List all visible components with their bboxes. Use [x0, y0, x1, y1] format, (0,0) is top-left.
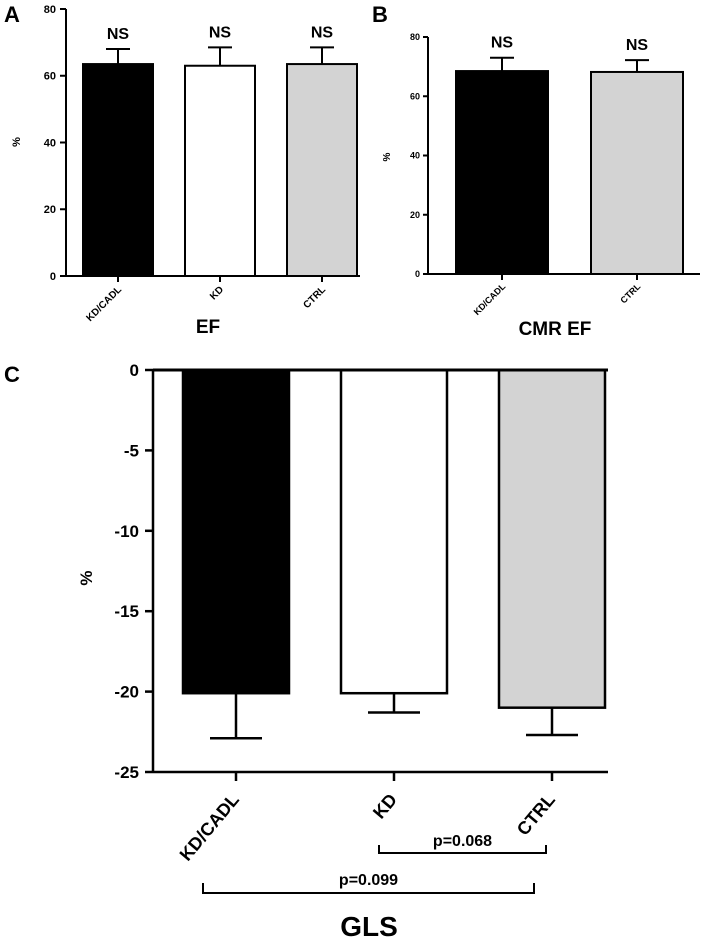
bracket-line	[202, 883, 535, 894]
panel-b-x-axis-title: CMR EF	[519, 319, 592, 340]
panel-c-y-tick-label: -5	[124, 441, 139, 460]
panel-c-y-tick-label: -15	[114, 602, 139, 621]
panel-a-category-label: KD	[208, 284, 226, 302]
panel-b-chart: NS NS 0 20 40 60 80 KD/CADL CTRL CMR EF%	[382, 32, 700, 340]
panel-a-y-tick-label: 40	[44, 137, 56, 149]
panel-b-bar-kd-cadl	[455, 70, 549, 275]
panel-b-error-bar-kd-cadl	[490, 56, 514, 72]
panel-c-bar-ctrl	[497, 368, 607, 709]
panel-c-category-label: CTRL	[513, 790, 559, 840]
panel-a-category-label: CTRL	[301, 284, 328, 311]
panel-c-comparison-bracket: p=0.099	[202, 872, 535, 894]
panel-a-y-tick-label: 80	[44, 4, 56, 16]
panel-c-bar-kd	[339, 368, 449, 695]
panel-b-y-tick-label: 40	[410, 151, 420, 161]
panel-b-y-tick-label: 60	[410, 91, 420, 101]
panel-a-significance-label: NS	[209, 24, 232, 41]
panel-b-y-tick-label: 0	[415, 269, 420, 279]
bracket-line	[378, 845, 547, 854]
panel-c-bar-kd-cadl	[181, 368, 291, 695]
panel-b-y-tick-label: 20	[410, 210, 420, 220]
panel-c-error-bar-kd-cadl	[210, 693, 262, 740]
panel-c-y-axis-title: %	[77, 570, 96, 585]
panel-c-comparison-bracket: p=0.068	[378, 833, 547, 854]
panel-a-significance-label: NS	[311, 24, 334, 41]
panel-c-error-bar-kd	[368, 693, 420, 714]
panel-c-y-tick-label: -25	[114, 763, 139, 782]
panel-c-y-tick-label: 0	[130, 361, 139, 380]
panel-b-significance-label: NS	[491, 35, 514, 52]
panel-c-chart: 0 -5 -10 -15 -20 -25 KD/CADL KD CTRL GLS% p=0.068 p…	[77, 361, 608, 942]
panel-b-category-label: KD/CADL	[472, 281, 508, 317]
panel-a-y-axis-title: %	[11, 137, 23, 147]
panel-a-bar-kd-cadl	[82, 63, 154, 277]
panel-b-letter: B	[372, 2, 388, 27]
panel-a-significance-label: NS	[107, 26, 130, 43]
panel-a-bar-ctrl	[286, 63, 358, 277]
panel-c-category-label: KD	[369, 790, 401, 823]
panel-a-x-axis-title: EF	[196, 317, 220, 338]
panel-b-y-axis-title: %	[382, 152, 393, 161]
panel-b-error-bar-ctrl	[625, 59, 649, 72]
panel-c-category-label: KD/CADL	[176, 790, 243, 865]
panel-a-y-tick-label: 0	[50, 271, 56, 283]
panel-c-x-axis-title: GLS	[340, 911, 398, 942]
comparison-p-value: p=0.068	[433, 833, 492, 850]
panel-c-y-tick-label: -10	[114, 522, 139, 541]
panel-c-letter: C	[4, 362, 20, 387]
panel-a-chart: NS NS NS 0 20 40 60 80 KD/CADL KD CTRL EF%	[11, 4, 360, 338]
panel-a-bar-kd	[184, 64, 256, 277]
panel-c-y-tick-label: -20	[114, 683, 139, 702]
panel-c-error-bar-ctrl	[526, 707, 578, 737]
panel-b-category-label: CTRL	[618, 281, 642, 305]
panel-a-letter: A	[4, 2, 20, 27]
panel-a-error-bar-ctrl	[310, 46, 334, 65]
panel-a-category-label: KD/CADL	[85, 284, 125, 324]
panel-b-y-tick-label: 80	[410, 32, 420, 42]
panel-a-error-bar-kd-cadl	[106, 48, 130, 65]
comparison-p-value: p=0.099	[339, 872, 398, 889]
panel-a-y-tick-label: 60	[44, 71, 56, 83]
panel-a-y-tick-label: 20	[44, 204, 56, 216]
panel-b-significance-label: NS	[626, 37, 649, 54]
panel-a-error-bar-kd	[208, 46, 232, 66]
panel-b-bar-ctrl	[590, 70, 684, 275]
